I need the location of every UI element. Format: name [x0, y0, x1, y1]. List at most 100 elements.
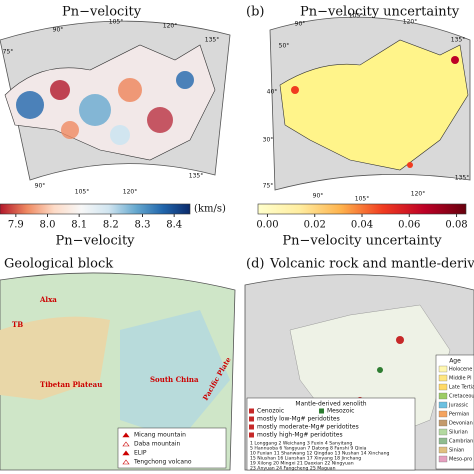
legend-symbol — [249, 416, 254, 422]
legend-label: mostly high-Mg# peridotites — [257, 432, 343, 439]
panel-letter: (b) — [246, 5, 264, 20]
panel-title: Geological block — [4, 257, 113, 272]
degree-label: 40° — [267, 89, 278, 96]
legend-symbol — [122, 459, 130, 465]
degree-label: 120° — [163, 23, 177, 30]
legend-symbol — [122, 432, 130, 438]
colorbar-tick-label: 8.3 — [135, 220, 151, 231]
age-title: Age — [449, 358, 461, 365]
degree-label: 105° — [75, 189, 89, 196]
legend-label: mostly low-Mg# peridotites — [257, 416, 340, 423]
age-label: Meso-pro — [449, 457, 472, 463]
degree-label: 105° — [349, 13, 363, 20]
map-label: Alxa — [39, 295, 57, 304]
panel-title: Pn−velocity — [62, 5, 142, 20]
colorbar-tick-label: 0.08 — [445, 220, 467, 231]
legend-label: Cenozoic — [257, 408, 284, 415]
colorbar-tick-label: 0.02 — [304, 220, 326, 231]
degree-label: 90° — [313, 193, 324, 200]
degree-label: 90° — [35, 183, 46, 190]
legend-label: Mesozoic — [327, 408, 354, 415]
colorbar-label: Pn−velocity uncertainty — [282, 234, 442, 249]
legend-symbol — [249, 408, 254, 414]
age-label: Cambrian — [449, 439, 473, 445]
degree-label: 120° — [123, 189, 137, 196]
legend-symbol — [122, 450, 130, 456]
age-swatch — [438, 446, 448, 454]
age-swatch — [438, 428, 448, 436]
legend-title: Mantle-derived xenolith — [295, 401, 366, 408]
age-label: Middle Pl — [449, 376, 472, 382]
legend-box — [117, 427, 227, 469]
degree-label: 30° — [263, 137, 274, 144]
map-label: South China — [150, 375, 199, 384]
colorbar-tick-label: 0.00 — [256, 220, 278, 231]
degree-label: 90° — [295, 21, 306, 28]
age-swatch — [438, 374, 448, 382]
map-b — [269, 16, 471, 191]
age-label: Silurian — [449, 430, 468, 436]
colorbar-label: Pn−velocity — [55, 234, 135, 249]
degree-label: 50° — [279, 43, 290, 50]
colorbar-tick-label: 0.06 — [398, 220, 420, 231]
locality-line: 1 Longgang 2 Weichang 3 Fuxin 4 Sanyitan… — [250, 441, 352, 447]
age-label: Late Tertiary — [449, 385, 474, 391]
age-label: Permian — [449, 412, 469, 418]
colorbar — [0, 203, 191, 215]
age-swatch — [438, 365, 448, 373]
locality-line: 15 Niushan 16 Lianshan 17 Xinyang 18 Jin… — [250, 456, 361, 462]
colorbar — [257, 203, 467, 215]
age-swatch — [438, 401, 448, 409]
age-label: Holocene — [449, 367, 472, 373]
legend-label: mostly moderate-Mg# peridotites — [257, 424, 359, 431]
map-label: TB — [12, 320, 23, 329]
age-swatch — [438, 437, 448, 445]
degree-label: 75° — [263, 183, 274, 190]
age-swatch — [438, 383, 448, 391]
map-label: Tibetan Plateau — [40, 380, 102, 389]
legend-label: Tengchong volcano — [133, 459, 192, 466]
locality-line: 19 Xilong 20 Mingxi 21 Daoxian 22 Ningyu… — [250, 461, 354, 467]
age-swatch — [438, 455, 448, 463]
degree-label: 120° — [411, 191, 425, 198]
age-label: Devonian — [449, 421, 473, 427]
age-swatch — [438, 410, 448, 418]
colorbar-tick-label: 8.0 — [40, 220, 56, 231]
locality-line: 10 Fuxian 11 Shanwang 12 Qingdao 13 Nush… — [250, 451, 389, 457]
degree-label: 90° — [53, 27, 64, 34]
panel-title: Volcanic rock and mantle-derived xe — [269, 257, 474, 272]
legend-symbol — [249, 432, 254, 438]
age-swatch — [438, 419, 448, 427]
colorbar-tick-label: 8.2 — [103, 220, 119, 231]
colorbar-unit: (km/s) — [194, 204, 226, 215]
panel-letter: (d) — [246, 257, 264, 272]
colorbar-tick-label: 7.9 — [8, 220, 24, 231]
age-swatch — [438, 392, 448, 400]
legend-label: Daba mountain — [134, 441, 181, 448]
age-label: Jurassic — [448, 403, 468, 409]
panel-title: Pn−velocity uncertainty — [300, 5, 460, 20]
degree-label: 105° — [109, 19, 123, 26]
locality-line: 23 Anyuan 24 Fangcheng 25 Maguan — [250, 466, 336, 472]
colorbar-tick-label: 0.04 — [351, 220, 373, 231]
age-label: Sinian — [449, 448, 464, 454]
legend-symbol — [249, 424, 254, 430]
degree-label: 135° — [205, 37, 219, 44]
degree-label: 75° — [3, 49, 14, 56]
degree-label: 105° — [355, 196, 369, 203]
degree-label: 135° — [451, 37, 465, 44]
legend-symbol — [319, 408, 324, 414]
locality-line: 5 Hannuoba 6 Yangyuan 7 Datong 8 Fanshi … — [250, 446, 367, 452]
degree-label: 135° — [455, 175, 469, 182]
legend-label: ELIP — [134, 450, 147, 457]
legend-box — [246, 397, 416, 471]
colorbar-tick-label: 8.4 — [166, 220, 182, 231]
map-c — [0, 272, 236, 471]
age-label: Cretaceous — [449, 394, 474, 400]
degree-label: 135° — [189, 173, 203, 180]
map-a — [0, 20, 231, 181]
colorbar-tick-label: 8.1 — [71, 220, 87, 231]
legend-symbol — [122, 441, 130, 447]
degree-label: 120° — [403, 19, 417, 26]
